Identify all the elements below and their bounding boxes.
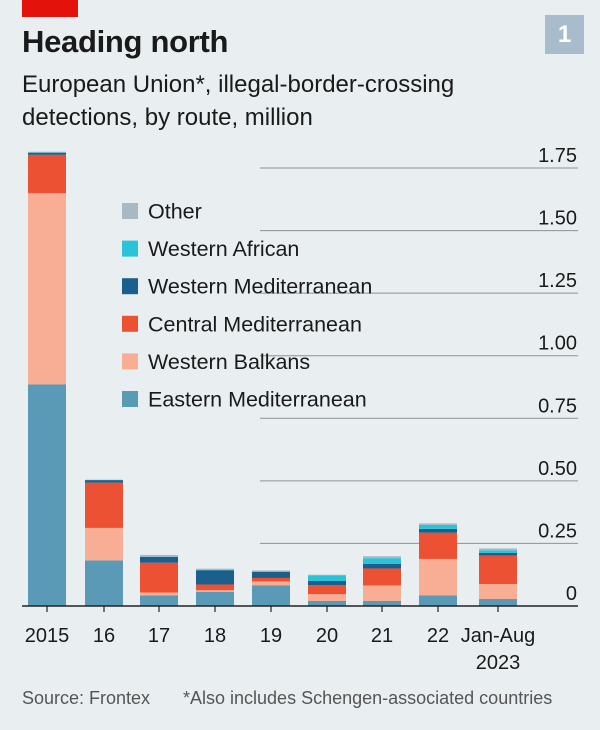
bar-segment-3-1 [196, 590, 234, 592]
bar-segment-8-4 [479, 550, 517, 553]
axis [22, 605, 578, 612]
bar-segment-5-0 [308, 600, 346, 606]
brand-red-tab [22, 0, 78, 17]
bar-segment-7-2 [419, 532, 457, 559]
bar-segment-7-1 [419, 558, 457, 596]
bar-segment-3-0 [196, 591, 234, 606]
bar-segment-2-3 [140, 556, 178, 563]
y-tick-labels: 0 0.25 0.50 0.75 1.00 1.25 1.50 1.75 [538, 145, 577, 605]
x-tick-label-4-0: 19 [260, 625, 282, 647]
bar-segment-4-1 [252, 581, 290, 586]
bar-segment-2-0 [140, 595, 178, 606]
legend-swatch-0 [122, 203, 138, 219]
grid-lines [260, 167, 578, 544]
legend-label-5: Eastern Mediterranean [148, 388, 367, 412]
bar-segment-4-5 [252, 570, 290, 572]
bar-segment-6-3 [363, 563, 401, 569]
footnote: *Also includes Schengen-associated count… [183, 688, 553, 708]
bar-segment-8-3 [479, 552, 517, 556]
bar-segment-5-4 [308, 575, 346, 581]
bar-segment-5-3 [308, 580, 346, 586]
bar-segment-3-5 [196, 568, 234, 570]
x-tick-label-8-0: Jan-Aug [461, 625, 536, 647]
legend-label-0: Other [148, 200, 202, 224]
legend-label-3: Central Mediterranean [148, 312, 362, 336]
bar-segment-1-3 [85, 480, 123, 483]
legend: Other Western African Western Mediterranea… [122, 200, 372, 412]
x-tick-label-8-1: 2023 [476, 652, 521, 674]
bar-segment-4-3 [252, 571, 290, 578]
bar-segment-6-4 [363, 558, 401, 564]
bar-segment-1-0 [85, 560, 123, 606]
chart-number-badge: 1 [545, 15, 584, 54]
bar-segment-7-3 [419, 528, 457, 533]
bar-segment-3-3 [196, 570, 234, 585]
bar-segment-4-4 [252, 571, 290, 572]
bar-segment-1-1 [85, 527, 123, 561]
bar-segment-4-0 [252, 585, 290, 606]
bar-segment-5-5 [308, 574, 346, 576]
legend-swatch-4 [122, 353, 138, 370]
bar-segment-8-5 [479, 548, 517, 551]
legend-label-1: Western African [148, 237, 299, 261]
bar-segment-4-2 [252, 577, 290, 582]
stacked-bar-chart: 0 0.25 0.50 0.75 1.00 1.25 1.50 1.75 2015 16 17 18… [22, 145, 578, 674]
x-tick-label-3-0: 18 [204, 625, 226, 647]
x-tick-label-7-0: 22 [427, 625, 449, 647]
bar-segment-7-5 [419, 523, 457, 525]
bar-segment-5-1 [308, 594, 346, 601]
bar-segment-2-2 [140, 562, 178, 593]
x-tick-label-6-0: 21 [371, 625, 393, 647]
x-tick-label-2-0: 17 [148, 625, 170, 647]
bar-segment-7-4 [419, 524, 457, 529]
chart-subtitle: European Union*, illegal-border-crossing… [22, 71, 455, 131]
y-tick-label-3: 0.75 [538, 395, 577, 417]
bar-segment-0-1 [28, 193, 66, 385]
bar-segment-6-0 [363, 600, 401, 606]
bar-segment-0-5 [28, 151, 66, 153]
legend-swatch-2 [122, 278, 138, 295]
bar-segment-1-2 [85, 482, 123, 528]
y-tick-label-0: 0 [566, 583, 577, 605]
x-tick-labels: 2015 16 17 18 19 20 21 22 Jan-Aug 2023 [25, 625, 536, 674]
y-tick-label-1: 0.25 [538, 520, 577, 542]
bars [28, 151, 517, 606]
legend-swatch-3 [122, 315, 138, 332]
bar-segment-0-0 [28, 384, 66, 606]
chart-title: Heading north [22, 24, 229, 59]
y-tick-label-2: 0.50 [538, 458, 577, 480]
y-tick-label-7: 1.75 [538, 145, 577, 167]
bar-segment-8-0 [479, 598, 517, 606]
bar-segment-6-2 [363, 568, 401, 586]
bar-segment-3-2 [196, 584, 234, 591]
bar-segment-0-2 [28, 154, 66, 194]
legend-swatch-1 [122, 240, 138, 257]
bar-segment-0-3 [28, 152, 66, 155]
source-note: Source: Frontex [22, 688, 151, 708]
legend-label-4: Western Balkans [148, 350, 310, 374]
bar-segment-6-1 [363, 585, 401, 601]
y-tick-label-5: 1.25 [538, 270, 577, 292]
x-tick-label-0-0: 2015 [25, 625, 70, 647]
bar-segment-5-2 [308, 585, 346, 595]
y-tick-label-4: 1.00 [538, 333, 577, 355]
bar-segment-2-1 [140, 592, 178, 596]
bar-segment-2-5 [140, 554, 178, 557]
bar-segment-8-2 [479, 555, 517, 584]
x-tick-label-1-0: 16 [93, 625, 115, 647]
bar-segment-8-1 [479, 583, 517, 599]
bar-segment-6-5 [363, 556, 401, 559]
legend-label-2: Western Mediterranean [148, 275, 372, 299]
bar-segment-7-0 [419, 595, 457, 606]
y-tick-label-6: 1.50 [538, 208, 577, 230]
x-tick-label-5-0: 20 [316, 625, 338, 647]
legend-swatch-5 [122, 391, 138, 407]
